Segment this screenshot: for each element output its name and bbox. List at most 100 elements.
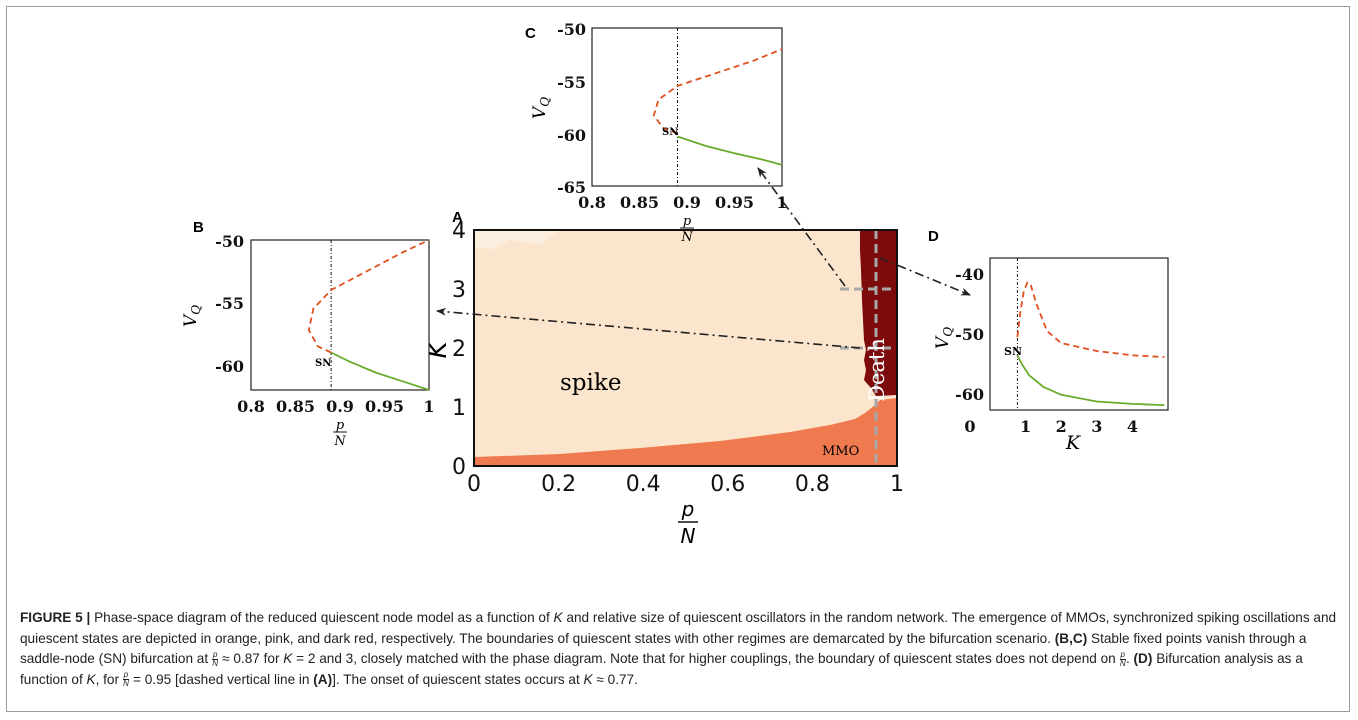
- panel-a-xticks: 0 0.2 0.4 0.6 0.8 1: [467, 472, 904, 497]
- c-ytick-minus60: -60: [557, 126, 586, 145]
- caption-line4b: Bifurcation analysis as a: [1156, 651, 1303, 666]
- caption-eq095: = 0.95 [dashed vertical line in: [133, 671, 310, 687]
- panel-b-axes: [250, 239, 430, 391]
- c-ytick-minus50: -50: [557, 20, 586, 39]
- panel-a-yticks: 0 1 2 3 4: [452, 219, 466, 480]
- panel-c-sn-label: SN: [662, 127, 678, 138]
- caption-a: (A): [313, 671, 333, 687]
- arrows: [436, 167, 971, 349]
- d-ytick-minus60: -60: [955, 385, 984, 404]
- panel-d-xticks: 0 1 2 3 4: [964, 417, 1138, 436]
- ytick-2: 2: [452, 337, 466, 362]
- xtick-0: 0: [467, 472, 481, 497]
- caption-line1: Phase-space diagram of the reduced quies…: [94, 610, 550, 625]
- panel-b-xlabel-num: p: [336, 418, 345, 433]
- caption-k-1: K: [553, 610, 563, 625]
- xtick-0.4: 0.4: [626, 472, 661, 497]
- panel-a: A 0 0.2 0.4 0.6 0.8 1 0 1 2 3 4 K p N sp…: [423, 209, 904, 548]
- ytick-4: 4: [452, 219, 466, 244]
- panel-c-xlabel-den: N: [680, 230, 693, 245]
- panel-b-unstable-branch: [307, 239, 430, 354]
- d-ytick-minus40: -40: [955, 265, 984, 284]
- caption-d: (D): [1133, 651, 1153, 666]
- xtick-1: 1: [890, 472, 904, 497]
- caption-line1b: and relative size of quiescent oscillato…: [566, 610, 975, 625]
- panel-b: B -50 -55 -60 0.8 0.9 0.95 1 0.85 VQ p N…: [181, 219, 435, 449]
- c-xtick-0.9: 0.9: [673, 193, 701, 212]
- panel-a-axes: [473, 229, 898, 467]
- panel-c-xlabel-num: p: [683, 214, 692, 229]
- panel-b-ylabel: VQ: [181, 305, 203, 327]
- b-xtick-0.9: 0.9: [326, 397, 354, 416]
- caption-line5b: , for: [95, 671, 120, 687]
- panel-c-ylabel: VQ: [530, 97, 552, 119]
- xtick-0.8: 0.8: [795, 472, 830, 497]
- c-xtick-1: 1: [776, 193, 787, 212]
- c-xtick-0.85: 0.85: [620, 193, 659, 212]
- caption-approx077: ≈ 0.77.: [596, 671, 638, 687]
- caption-line4a: and 3, closely matched with the phase di…: [319, 651, 1116, 666]
- d-xtick-3: 3: [1091, 417, 1102, 436]
- b-ytick-minus55: -55: [215, 294, 244, 313]
- caption-k-3: K: [86, 671, 96, 687]
- arrow-to-b: [436, 307, 861, 349]
- figure-caption: FIGURE 5 | Phase-space diagram of the re…: [20, 610, 1337, 689]
- panel-c-axes: [591, 27, 783, 187]
- caption-eq2: = 2: [296, 651, 316, 666]
- panel-c: C -50 -55 -60 -65 0.8 0.85 0.9 0.95 1 VQ…: [525, 20, 788, 245]
- spike-label: spike: [560, 370, 621, 396]
- panel-c-unstable-branch: [652, 48, 783, 135]
- arrow-to-c: [757, 167, 846, 287]
- arrow-to-d: [879, 257, 971, 296]
- caption-approx087: ≈ 0.87 for: [222, 651, 280, 666]
- b-xtick-0.8: 0.8: [237, 397, 265, 416]
- d-xtick-1: 1: [1020, 417, 1031, 436]
- c-xtick-0.95: 0.95: [715, 193, 754, 212]
- panel-d-stable-branch: [1016, 354, 1165, 406]
- panel-b-yticks: -50 -55 -60: [215, 232, 244, 376]
- d-ytick-minus50: -50: [955, 325, 984, 344]
- panel-c-yticks: -50 -55 -60 -65: [557, 20, 586, 197]
- caption-line3: states with other regimes are demarcated…: [634, 630, 1051, 646]
- d-xtick-4: 4: [1127, 417, 1138, 436]
- panel-b-plot: [307, 239, 430, 391]
- panel-b-sn-label: SN: [315, 358, 331, 369]
- ytick-1: 1: [452, 396, 466, 421]
- death-region: [860, 230, 897, 396]
- caption-bc: (B,C): [1054, 630, 1088, 646]
- panel-a-xlabel-num: p: [681, 497, 695, 521]
- panel-b-stable-branch: [330, 351, 430, 391]
- ytick-0: 0: [452, 455, 466, 480]
- figure-frame: [6, 6, 1350, 712]
- b-xtick-0.85: 0.85: [276, 397, 315, 416]
- caption-label: FIGURE 5 |: [20, 610, 91, 625]
- b-ytick-minus50: -50: [215, 232, 244, 251]
- b-xtick-1: 1: [423, 397, 434, 416]
- caption-line5a: function of: [20, 671, 83, 687]
- panel-d-ylabel: VQ: [933, 327, 955, 349]
- ytick-3: 3: [452, 278, 466, 303]
- panel-c-xticks: 0.8 0.85 0.9 0.95 1: [578, 193, 787, 212]
- caption-line3b: Stable fixed points vanish through a sad…: [20, 630, 1307, 667]
- panel-b-xticks: 0.8 0.9 0.95 1: [237, 397, 434, 416]
- b-xtick-0.95: 0.95: [365, 397, 404, 416]
- panel-c-plot: [652, 28, 783, 186]
- caption-line2: emergence of MMOs, synchronized spiking …: [20, 610, 1337, 646]
- c-ytick-minus65: -65: [557, 178, 586, 197]
- panel-a-letter: A: [452, 209, 463, 226]
- mmo-label: MMO: [822, 444, 859, 459]
- d-xtick-0: 0: [964, 417, 975, 436]
- d-xtick-2: 2: [1056, 417, 1067, 436]
- death-label: Death: [865, 338, 889, 402]
- panel-a-xlabel-den: N: [681, 524, 696, 548]
- caption-line5c: ]. The onset of quiescent states occurs …: [332, 671, 580, 687]
- panel-d-axes: [989, 257, 1169, 411]
- caption-k-4: K: [583, 671, 593, 687]
- panel-d-yticks: -40 -50 -60: [955, 265, 984, 404]
- panel-c-letter: C: [525, 25, 536, 42]
- panel-d-unstable-branch: [1016, 281, 1165, 358]
